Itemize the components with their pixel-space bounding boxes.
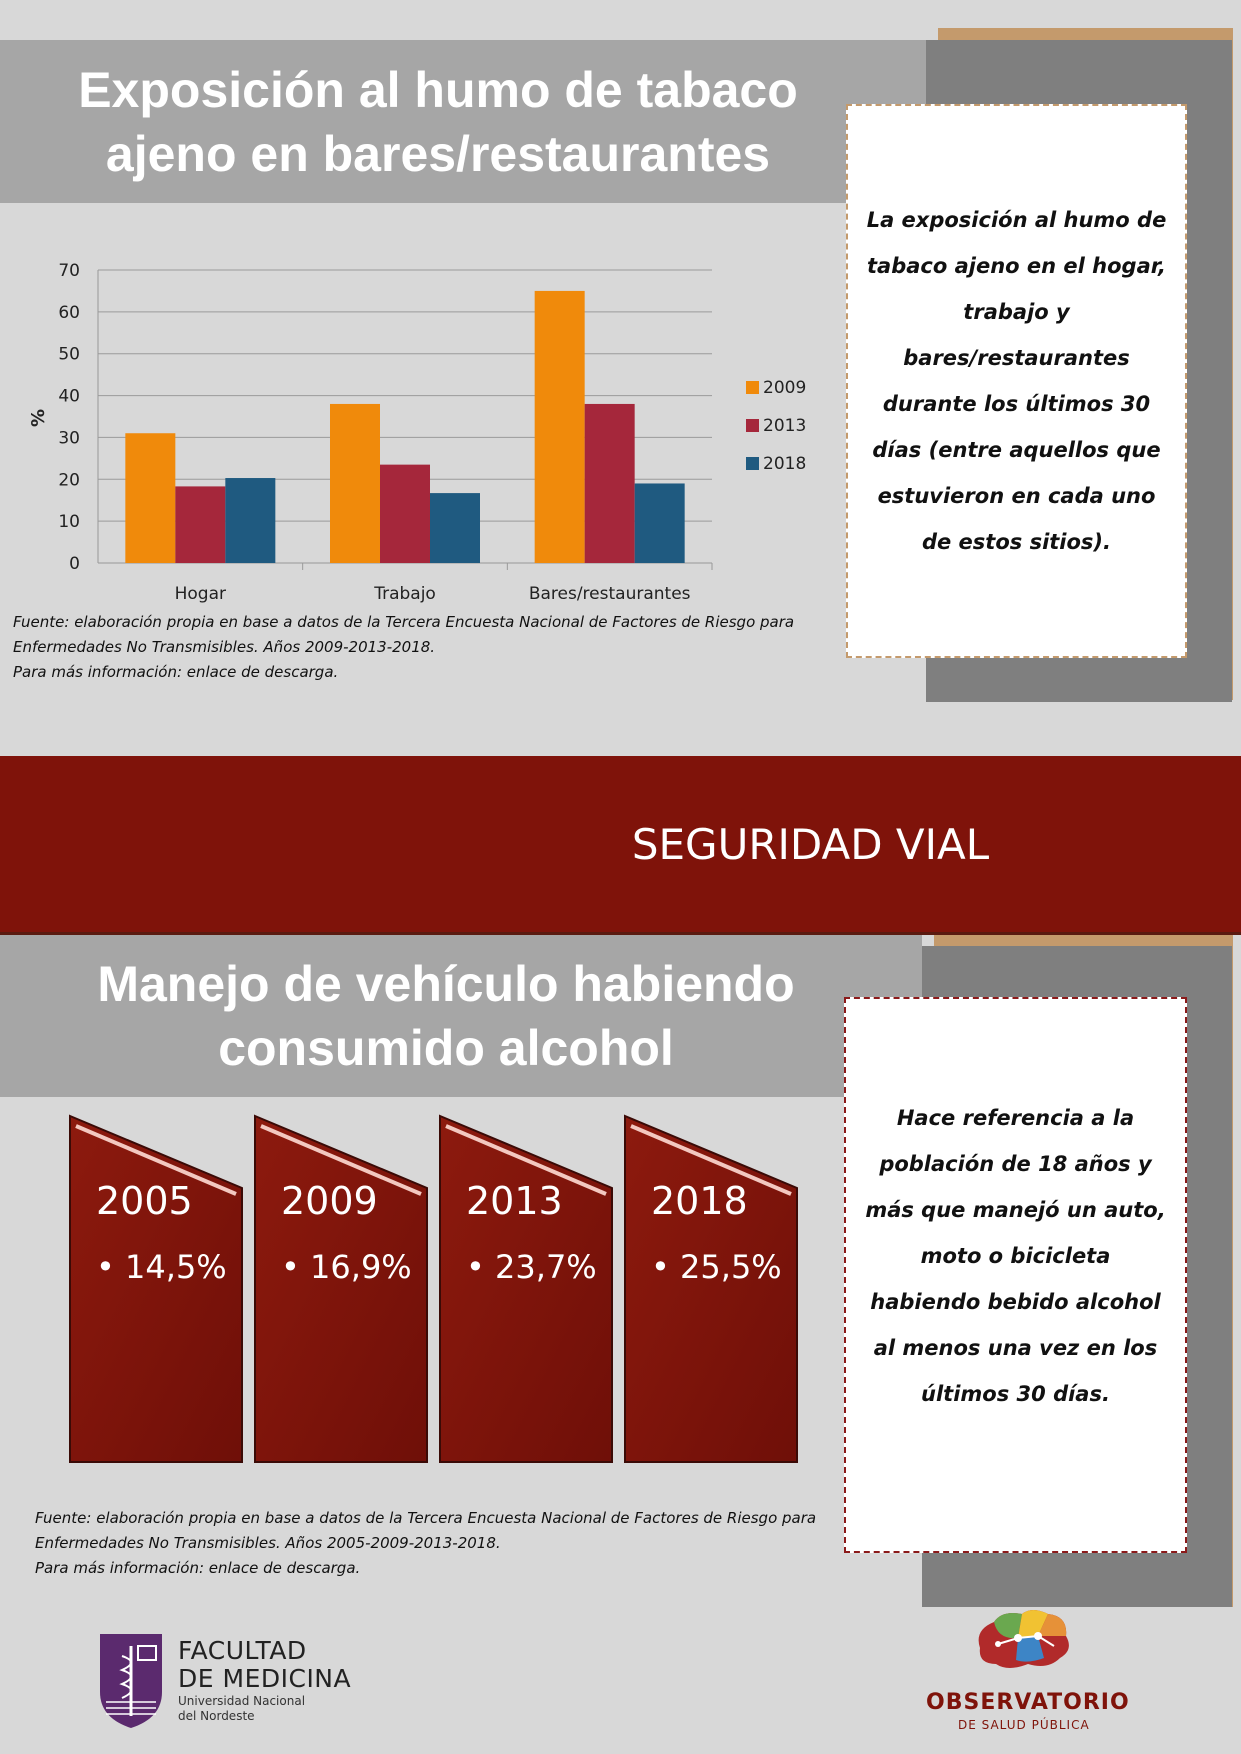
y-tick-20: 20 bbox=[58, 470, 80, 490]
section1-source-line2: Enfermedades No Transmisibles. Años 2009… bbox=[13, 638, 436, 656]
section1-source: Fuente: elaboración propia en base a dat… bbox=[13, 610, 913, 685]
chart-bars bbox=[125, 290, 685, 563]
section2-source-line3: Para más información: enlace de descarga… bbox=[35, 1559, 361, 1577]
bar-Bares/restaurantes-2009 bbox=[534, 290, 585, 563]
card-2018-value: • 25,5% bbox=[651, 1248, 782, 1286]
facultad-shield-icon bbox=[100, 1634, 162, 1728]
alcohol-year-cards: 2005 • 14,5% 2009 • 16,9% 2013 • 23,7% 2… bbox=[69, 1114, 798, 1463]
section2-title-line1: Manejo de vehículo habiendo bbox=[97, 956, 795, 1012]
seguridad-vial-label: SEGURIDAD VIAL bbox=[631, 819, 990, 869]
y-tick-10: 10 bbox=[58, 512, 80, 532]
card-2009-year: 2009 bbox=[281, 1179, 378, 1223]
observatorio-line2: DE SALUD PÚBLICA bbox=[958, 1718, 1090, 1732]
legend-label-2009: 2009 bbox=[763, 378, 806, 398]
facultad-line4: del Nordeste bbox=[178, 1709, 255, 1723]
chart-legend: 2009 2013 2018 bbox=[746, 378, 806, 474]
facultad-line2: DE MEDICINA bbox=[178, 1664, 352, 1693]
legend-swatch-2018 bbox=[746, 457, 759, 470]
observatorio-brain-icon bbox=[978, 1610, 1069, 1668]
section2-title-line2: consumido alcohol bbox=[218, 1020, 674, 1076]
section1-source-line1: Fuente: elaboración propia en base a dat… bbox=[13, 613, 795, 631]
observatorio-logo: OBSERVATORIO DE SALUD PÚBLICA bbox=[908, 1606, 1129, 1736]
card-2005: 2005 • 14,5% bbox=[69, 1114, 243, 1463]
section1-title-line1: Exposición al humo de tabaco bbox=[78, 61, 798, 118]
section2-title-band: Manejo de vehículo habiendo consumido al… bbox=[0, 935, 922, 1097]
card-2009: 2009 • 16,9% bbox=[254, 1114, 428, 1463]
bar-Bares/restaurantes-2018 bbox=[634, 483, 685, 563]
facultad-line3: Universidad Nacional bbox=[178, 1694, 306, 1708]
section1-source-line3: Para más información: enlace de descarga… bbox=[13, 663, 339, 681]
card-2005-year: 2005 bbox=[96, 1179, 193, 1223]
section2-source-line2: Enfermedades No Transmisibles. Años 2005… bbox=[35, 1534, 501, 1552]
seguridad-vial-band: SEGURIDAD VIAL bbox=[0, 756, 1241, 935]
card-2009-value: • 16,9% bbox=[281, 1248, 412, 1286]
chart-y-ticks: 0 10 20 30 40 50 60 70 bbox=[58, 261, 80, 574]
x-label-0: Hogar bbox=[175, 584, 226, 604]
chart-y-axis-label: % bbox=[28, 409, 49, 427]
y-tick-60: 60 bbox=[58, 303, 80, 323]
section1-title-line2: ajeno en bares/restaurantes bbox=[105, 125, 771, 182]
bar-Hogar-2009 bbox=[125, 433, 176, 563]
y-tick-50: 50 bbox=[58, 345, 80, 365]
card-2018: 2018 • 25,5% bbox=[624, 1114, 798, 1463]
section1-callout: La exposición al humo de tabaco ajeno en… bbox=[846, 104, 1187, 658]
facultad-line1: FACULTAD bbox=[178, 1636, 307, 1665]
card-2013: 2013 • 23,7% bbox=[439, 1114, 613, 1463]
card-2013-year: 2013 bbox=[466, 1179, 563, 1223]
bar-Trabajo-2009 bbox=[330, 403, 380, 563]
bar-Hogar-2013 bbox=[175, 486, 226, 563]
card-2005-value: • 14,5% bbox=[96, 1248, 227, 1286]
facultad-medicina-logo: FACULTAD DE MEDICINA Universidad Naciona… bbox=[98, 1632, 378, 1732]
observatorio-line1: OBSERVATORIO bbox=[926, 1690, 1130, 1715]
section2-callout-text: Hace referencia a la población de 18 año… bbox=[865, 1106, 1166, 1406]
bar-Trabajo-2018 bbox=[430, 493, 480, 563]
section1-callout-text: La exposición al humo de tabaco ajeno en… bbox=[866, 208, 1167, 554]
y-tick-0: 0 bbox=[69, 554, 80, 574]
bar-Trabajo-2013 bbox=[380, 464, 430, 563]
legend-swatch-2009 bbox=[746, 381, 759, 394]
y-tick-30: 30 bbox=[58, 428, 80, 448]
legend-label-2018: 2018 bbox=[763, 454, 806, 474]
section1-title-band: Exposición al humo de tabaco ajeno en ba… bbox=[0, 40, 926, 203]
y-tick-70: 70 bbox=[58, 261, 80, 281]
card-2013-value: • 23,7% bbox=[466, 1248, 597, 1286]
section2-callout: Hace referencia a la población de 18 año… bbox=[844, 997, 1187, 1553]
section2-source: Fuente: elaboración propia en base a dat… bbox=[35, 1506, 915, 1581]
section2-source-line1: Fuente: elaboración propia en base a dat… bbox=[35, 1509, 817, 1527]
card-2018-year: 2018 bbox=[651, 1179, 748, 1223]
tobacco-bar-chart: 0 10 20 30 40 50 60 70 Hogar Trabajo Bares/restau… bbox=[28, 261, 806, 604]
x-label-1: Trabajo bbox=[373, 584, 436, 604]
legend-label-2013: 2013 bbox=[763, 416, 806, 436]
chart-x-labels: Hogar Trabajo Bares/restaurantes bbox=[175, 584, 691, 604]
bar-Bares/restaurantes-2013 bbox=[584, 403, 635, 563]
bar-Hogar-2018 bbox=[225, 478, 276, 563]
legend-swatch-2013 bbox=[746, 419, 759, 432]
y-tick-40: 40 bbox=[58, 387, 80, 407]
x-label-2: Bares/restaurantes bbox=[529, 584, 691, 604]
